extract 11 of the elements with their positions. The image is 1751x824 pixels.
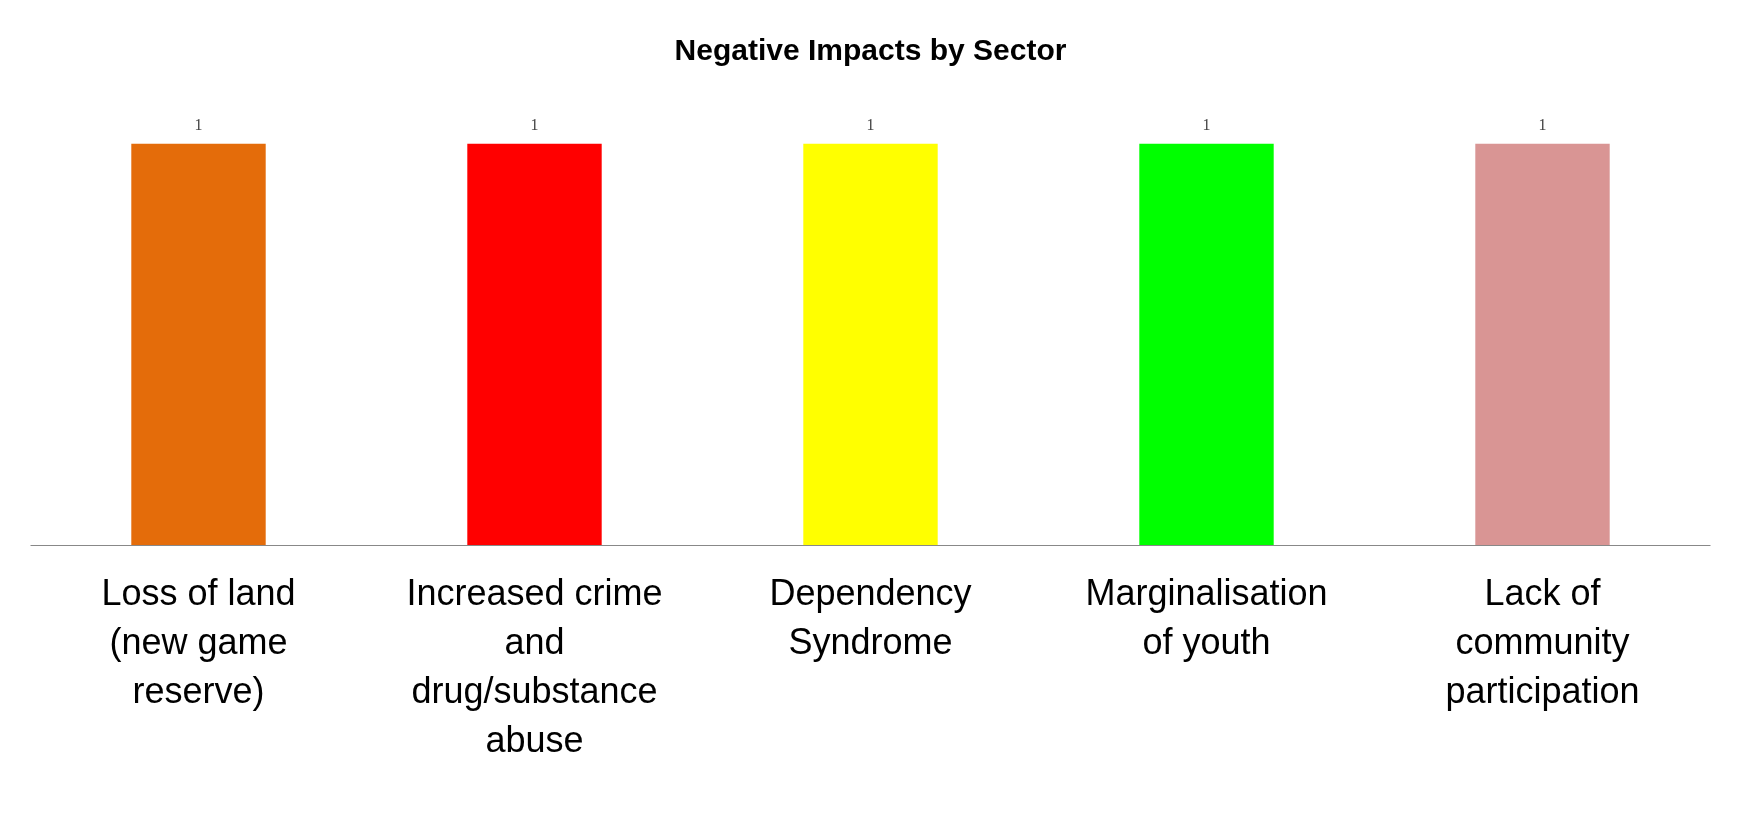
x-tick-label: Increased crime and drug/substance abuse xyxy=(406,571,663,761)
data-label: 1 xyxy=(1202,115,1211,133)
data-label: 1 xyxy=(194,115,203,133)
x-tick-label: Dependency Syndrome xyxy=(769,571,972,662)
data-label: 1 xyxy=(866,115,875,133)
data-label: 1 xyxy=(1538,115,1547,133)
x-tick-label: Lack of community participation xyxy=(1445,571,1640,711)
chart-title: Negative Impacts by Sector xyxy=(674,32,1067,66)
x-tick-label: Loss of land (new game reserve) xyxy=(101,571,296,711)
x-tick-label: Marginalisation of youth xyxy=(1085,571,1328,662)
data-label: 1 xyxy=(530,115,539,133)
